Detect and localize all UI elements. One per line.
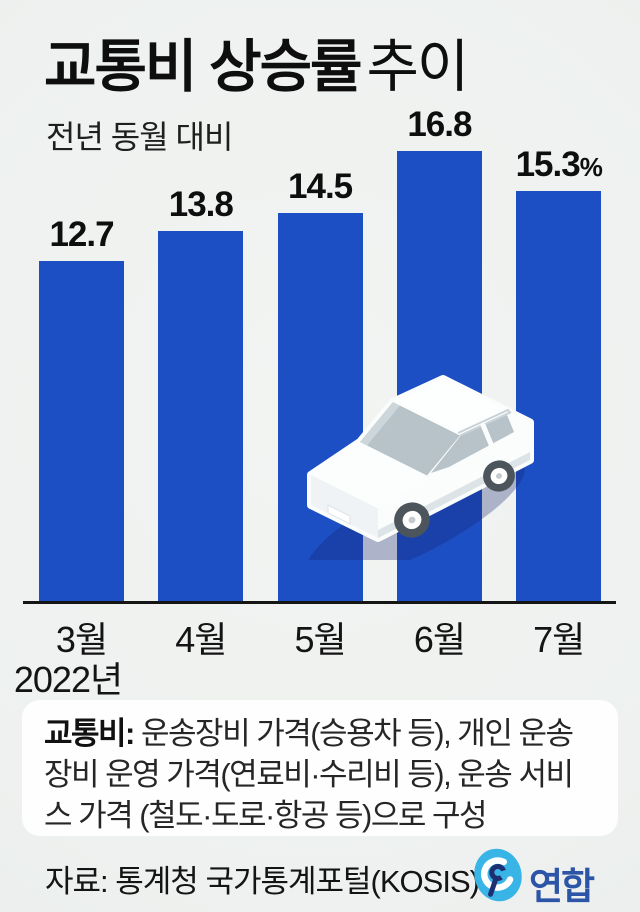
x-axis-label: 4월 — [175, 619, 227, 660]
yonhap-logo-text: 연합뉴스 — [529, 866, 595, 907]
bar-value-label: 15.3% — [515, 145, 603, 184]
bar-value-label: 14.5 — [288, 167, 353, 206]
chart-subtitle: 전년 동월 대비 — [46, 119, 233, 155]
bar-value-label: 12.7 — [49, 215, 114, 254]
bar-3월 — [39, 261, 124, 602]
bar-7월 — [516, 191, 602, 602]
axis-year-label: 2022년 — [13, 659, 123, 700]
source-credit: 자료: 통계청 국가통계포털(KOSIS) — [45, 864, 480, 899]
yonhap-swirl-icon — [474, 848, 522, 902]
car-rear-wheel — [483, 460, 515, 492]
percent-sign: % — [579, 152, 603, 182]
x-axis-label: 6월 — [413, 619, 466, 660]
footnote-box: 교통비: 운송장비 가격(승용차 등), 개인 운송장비 운영 가격(연료비·수… — [22, 700, 618, 836]
title-strong: 교통비 상승률 — [44, 35, 362, 99]
car-front-wheel — [394, 502, 430, 538]
car-license-plate — [327, 504, 351, 525]
x-axis-line — [23, 601, 616, 604]
yonhap-logo: 연합뉴스 — [472, 844, 622, 907]
bar-4월 — [158, 231, 244, 602]
car-side-window — [431, 415, 514, 473]
page-title: 교통비 상승률 추이 — [44, 36, 604, 99]
bar-value-label: 13.8 — [168, 185, 234, 224]
x-axis-label: 5월 — [294, 619, 347, 660]
bar-value-label: 16.8 — [407, 105, 472, 144]
bar-5월 — [277, 213, 363, 602]
x-axis-label: 3월 — [55, 619, 108, 660]
car-illustration — [305, 375, 534, 560]
footnote-description: 운송장비 가격(승용차 등), 개인 운송장비 운영 가격(연료비·수리비 등)… — [44, 716, 574, 833]
footnote-term: 교통비: — [44, 716, 135, 751]
title-regular: 추이 — [366, 35, 469, 99]
x-axis-label: 7월 — [533, 619, 585, 660]
